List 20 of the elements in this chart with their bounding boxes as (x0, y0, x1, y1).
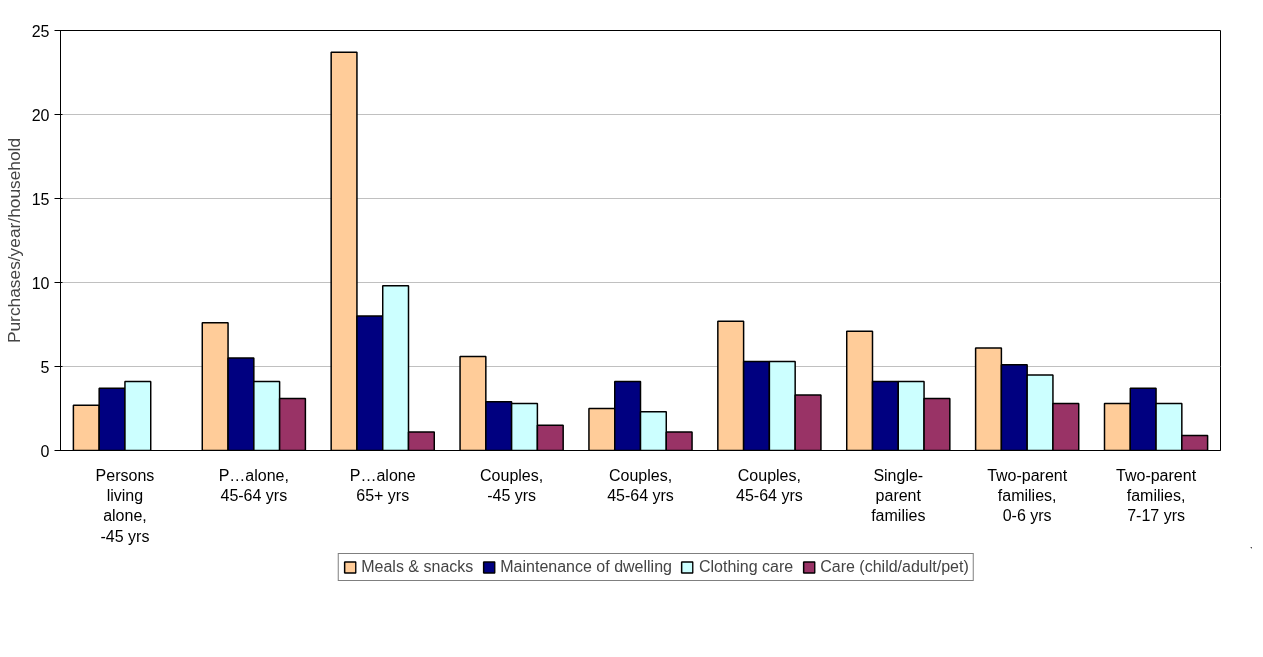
legend-label: Care (child/adult/pet) (820, 558, 969, 576)
x-tick-label: P…alone, 45-64 yrs (218, 466, 289, 504)
x-tick-label: Two-parent families, 0-6 yrs (987, 466, 1068, 525)
y-tick-label: 20 (31, 106, 50, 124)
x-tick-label: Two-parent families, 7-17 yrs (1116, 466, 1197, 525)
y-tick-label: 15 (31, 190, 50, 208)
x-tick-label: Couples, 45-64 yrs (736, 466, 803, 504)
x-tick-label: Couples, -45 yrs (480, 466, 544, 504)
legend-label: Clothing care (698, 558, 794, 576)
x-tick-label: Persons living alone, -45 yrs (95, 466, 155, 545)
x-tick-label: Single- parent families (871, 466, 926, 525)
y-axis-title: Purchases/year/household (3, 137, 24, 344)
legend-label: Maintenance of dwelling (500, 558, 672, 576)
y-tick-label: 10 (31, 274, 50, 292)
x-tick-label: P…alone 65+ yrs (349, 466, 416, 504)
legend-label: Meals & snacks (361, 558, 474, 576)
y-tick-label: 5 (40, 358, 50, 376)
y-tick-label: 25 (31, 22, 50, 40)
x-tick-label: Couples, 45-64 yrs (607, 466, 674, 504)
y-tick-label: 0 (40, 442, 50, 460)
